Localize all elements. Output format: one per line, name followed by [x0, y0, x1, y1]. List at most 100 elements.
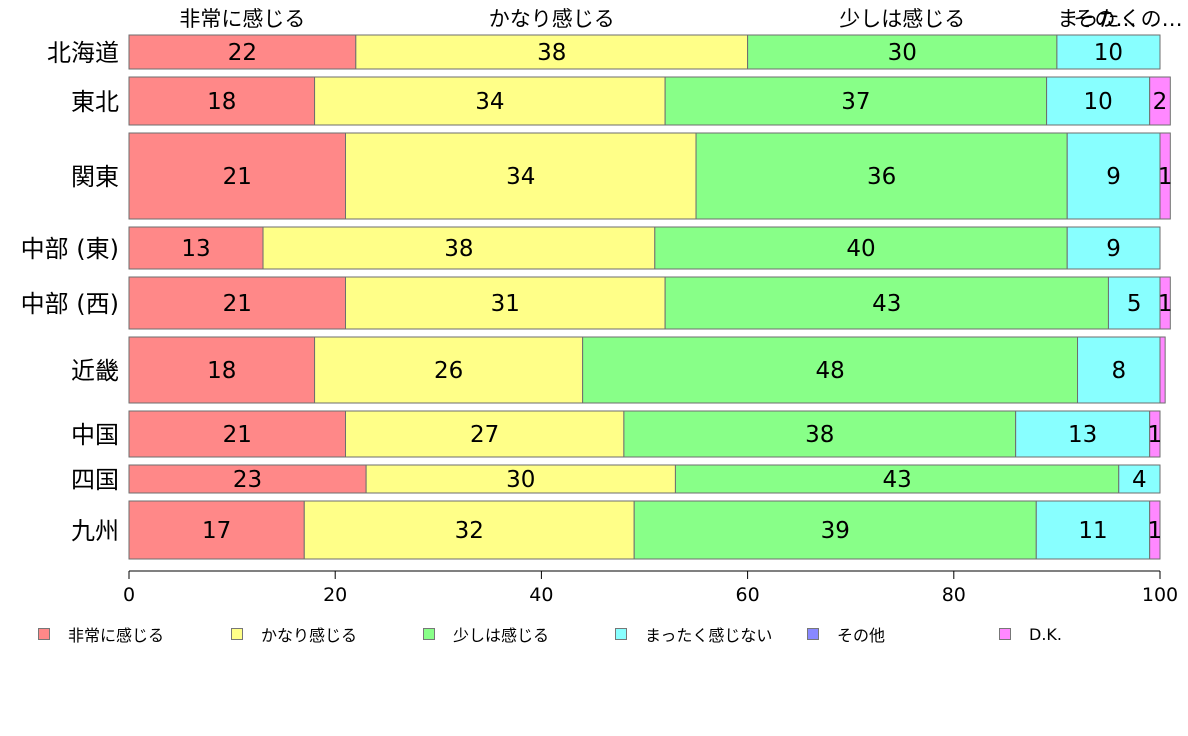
legend-item: その他 — [807, 624, 886, 645]
legend-label: D.K. — [1029, 624, 1062, 644]
data-label: 39 — [821, 518, 850, 544]
data-label: 43 — [882, 467, 911, 493]
data-label: 40 — [846, 236, 875, 262]
bar-segment — [128, 226, 264, 270]
top-label: 少しは感じる — [839, 7, 965, 31]
data-label: 1 — [1148, 518, 1163, 544]
category-label: 四国 — [71, 466, 119, 494]
category-label: 中部 (西) — [21, 290, 119, 318]
data-label: 48 — [815, 358, 844, 384]
bar-segment — [623, 410, 1017, 458]
data-label: 10 — [1094, 40, 1123, 66]
bar-segment — [1149, 76, 1171, 126]
data-label: 31 — [491, 291, 520, 317]
bar-segment — [582, 336, 1079, 404]
data-label: 1 — [1158, 291, 1173, 317]
bar-segment — [1149, 410, 1161, 458]
top-label: かなり感じる — [489, 7, 615, 31]
bar-segment — [262, 226, 656, 270]
data-label: 2 — [1153, 89, 1168, 115]
data-label: 26 — [434, 358, 463, 384]
bar-segment — [1035, 500, 1151, 560]
data-label: 8 — [1111, 358, 1126, 384]
data-label: 22 — [228, 40, 257, 66]
legend-swatch — [615, 628, 627, 640]
legend-label: かなり感じる — [261, 626, 358, 645]
legend-swatch — [999, 628, 1011, 640]
data-label: 11 — [1078, 518, 1107, 544]
bar-segment — [1056, 34, 1161, 70]
data-label: 32 — [455, 518, 484, 544]
bar-segment — [128, 464, 367, 494]
category-label: 近畿 — [71, 357, 119, 385]
bar-segment — [1077, 336, 1161, 404]
data-label: 5 — [1127, 291, 1142, 317]
data-label: 21 — [223, 164, 252, 190]
data-label: 1 — [1158, 164, 1173, 190]
data-label: 18 — [207, 358, 236, 384]
data-label: 9 — [1106, 236, 1121, 262]
data-label: 38 — [444, 236, 473, 262]
data-label: 37 — [841, 89, 870, 115]
legend-label: 非常に感じる — [68, 626, 165, 645]
x-tick-label: 0 — [123, 584, 135, 606]
data-label: 23 — [233, 467, 262, 493]
bar-segment — [345, 410, 625, 458]
data-label: 30 — [888, 40, 917, 66]
bar-segment — [128, 336, 316, 404]
bar-segment — [365, 464, 676, 494]
data-label: 18 — [207, 89, 236, 115]
top-label: まったくの… — [1057, 7, 1182, 31]
data-label: 4 — [1132, 467, 1147, 493]
legend-item: 少しは感じる — [423, 624, 549, 645]
bar-segment — [1107, 276, 1161, 330]
bar-segment — [355, 34, 749, 70]
category-label: 北海道 — [47, 39, 119, 67]
x-tick-label: 60 — [736, 584, 760, 606]
bar-segment — [654, 226, 1068, 270]
top-label: 非常に感じる — [179, 7, 305, 31]
category-label: 中国 — [71, 421, 119, 449]
legend-label: その他 — [837, 626, 886, 645]
data-label: 43 — [872, 291, 901, 317]
data-label: 13 — [181, 236, 210, 262]
data-label: 34 — [506, 164, 535, 190]
bar-segment — [303, 500, 635, 560]
bar-segment — [128, 34, 357, 70]
bar-segment — [1066, 226, 1161, 270]
bar-segment — [1159, 276, 1171, 330]
bar-segment — [1159, 132, 1171, 220]
bar-segment — [314, 336, 584, 404]
data-label: 38 — [805, 422, 834, 448]
category-label: 関東 — [71, 163, 119, 191]
bar-segment — [128, 132, 347, 220]
data-label: 36 — [867, 164, 896, 190]
bar-segment — [128, 500, 305, 560]
legend-label: まったく感じない — [645, 626, 773, 645]
x-tick-label: 100 — [1142, 584, 1178, 606]
legend-item: まったく感じない — [615, 624, 773, 645]
category-label: 中部 (東) — [21, 235, 119, 263]
data-label: 13 — [1068, 422, 1097, 448]
x-tick-label: 80 — [942, 584, 966, 606]
bar-segment — [633, 500, 1037, 560]
legend: 非常に感じる かなり感じる 少しは感じる まったく感じない その他 D.K. — [38, 624, 1178, 645]
data-label: 27 — [470, 422, 499, 448]
bar-segment — [664, 276, 1109, 330]
data-label: 17 — [202, 518, 231, 544]
legend-item: 非常に感じる — [38, 624, 165, 645]
category-label: 東北 — [71, 88, 119, 116]
x-tick-label: 40 — [529, 584, 553, 606]
bar-segment — [674, 464, 1120, 494]
category-label: 九州 — [71, 517, 119, 545]
bar-segment — [1046, 76, 1151, 126]
data-label: 1 — [1148, 422, 1163, 448]
data-label: 9 — [1106, 164, 1121, 190]
data-label: 21 — [223, 291, 252, 317]
bar-segment — [1118, 464, 1161, 494]
bar-segment — [345, 276, 666, 330]
legend-swatch — [423, 628, 435, 640]
bar-segment — [345, 132, 697, 220]
bar-segment — [128, 276, 347, 330]
